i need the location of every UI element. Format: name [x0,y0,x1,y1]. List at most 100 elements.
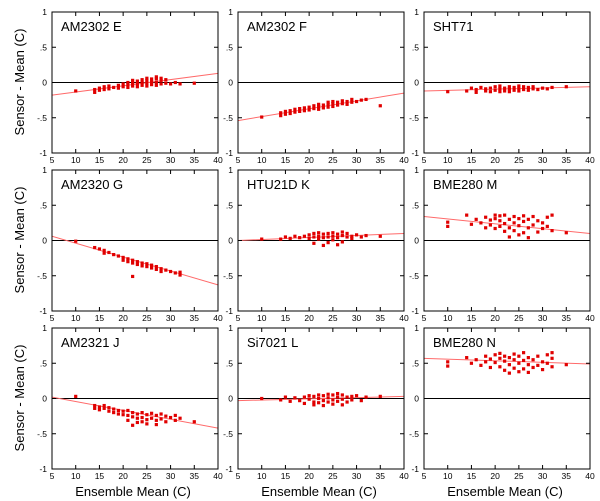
data-point [340,99,344,103]
data-point [536,363,540,367]
data-point [121,85,125,89]
data-point [545,87,549,91]
data-point [312,241,316,245]
y-tick-label: -.5 [223,113,233,123]
data-point [173,271,177,275]
data-point [517,89,521,93]
data-point [164,420,168,424]
x-tick-label: 25 [328,313,338,323]
data-point [378,394,382,398]
chart-panel-6: 5 10 15 20 25 30 35 40 -1 -.5 0 .5 1 BME280 M [409,165,595,323]
data-point [531,87,535,91]
x-axis-label-col-1: Ensemble Mean (C) [75,484,191,499]
data-point [135,79,139,83]
data-point [522,358,526,363]
data-point [121,409,125,413]
x-tick-label: 30 [352,155,362,165]
data-point [536,354,540,358]
data-point [154,77,158,81]
data-point [140,420,144,424]
y-tick-label: 0 [414,394,419,404]
data-point [93,90,97,94]
x-tick-label: 40 [585,471,595,481]
data-point [350,234,354,238]
data-point [126,408,130,413]
data-point [526,356,530,360]
data-point [131,261,135,265]
x-tick-label: 20 [490,155,500,165]
data-point [121,258,125,262]
data-point [321,394,325,398]
x-tick-label: 5 [422,313,427,323]
data-point [102,403,106,408]
fit-line [424,216,590,234]
data-point [173,413,177,418]
y-tick-label: .5 [412,358,419,368]
x-tick-label: 15 [281,313,291,323]
data-point [493,88,497,92]
data-point [522,219,526,224]
y-tick-label: .5 [40,200,47,210]
data-point [150,263,154,267]
panel-title: Si7021 L [247,335,298,350]
x-tick-label: 5 [50,313,55,323]
data-point [526,363,530,367]
data-point [150,83,154,87]
data-point [545,224,549,228]
data-point [260,115,264,119]
data-point [331,402,335,406]
fit-line [52,396,218,429]
data-point [536,87,540,92]
data-point [326,100,330,104]
fit-line [238,395,404,402]
x-tick-label: 40 [213,313,223,323]
data-point [354,394,359,398]
data-point [150,80,154,84]
y-tick-label: 1 [228,323,233,333]
x-tick-label: 30 [538,471,548,481]
data-point [121,413,125,417]
chart-panel-4: 5 10 15 20 25 30 35 40 -1 -.5 0 .5 1 AM2320 G [37,165,223,323]
data-point [484,89,488,93]
data-point [321,106,325,110]
data-point [512,85,516,90]
data-point [135,82,139,86]
data-point [350,97,354,102]
x-tick-label: 20 [304,471,314,481]
y-tick-label: 1 [42,323,47,333]
data-point [474,87,478,92]
y-tick-label: 1 [228,7,233,17]
data-point [145,81,149,85]
data-point [140,261,144,265]
data-point [531,365,535,370]
data-point [446,220,450,224]
data-point [116,86,120,90]
data-point [512,88,516,92]
data-point [317,396,321,401]
data-point [550,229,554,233]
data-point [326,396,330,400]
y-tick-label: -1 [225,148,233,158]
data-point [474,217,478,221]
x-tick-label: 15 [95,313,105,323]
data-point [336,399,340,403]
data-point [135,260,139,264]
data-point [145,76,149,80]
data-point [364,395,368,399]
data-point [192,81,196,85]
data-point [345,395,349,399]
data-point [517,233,521,237]
data-point [321,243,325,248]
data-point [503,89,507,93]
x-tick-label: 35 [562,155,572,165]
data-point [164,78,168,82]
data-point [498,219,502,223]
data-point [93,87,97,92]
data-point [293,110,297,114]
y-tick-label: 1 [414,7,419,17]
data-point [326,392,330,396]
data-point [298,106,302,111]
x-tick-label: 25 [328,471,338,481]
x-tick-label: 20 [304,155,314,165]
y-tick-label: .5 [412,42,419,52]
